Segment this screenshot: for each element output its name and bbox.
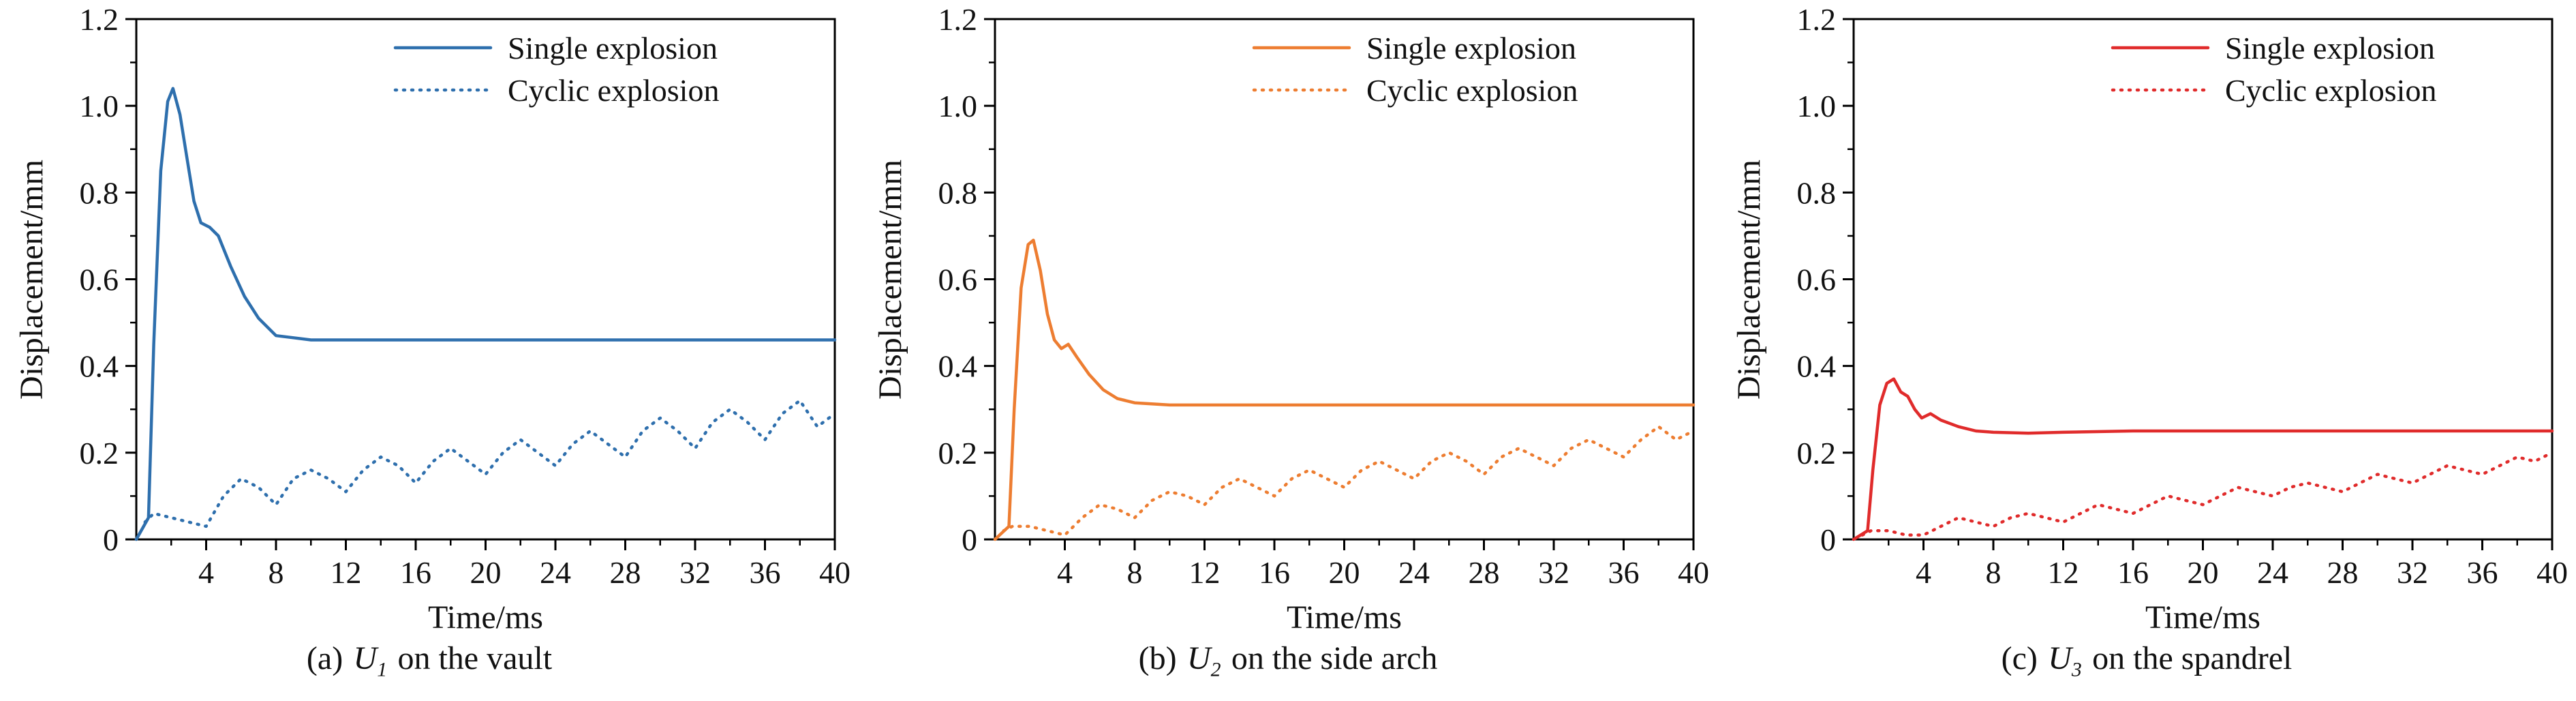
x-tick-label: 12 (2048, 555, 2079, 590)
y-tick-label: 0.8 (80, 175, 119, 210)
chart-spandrel-plot: 4 8 12 16 20 24 28 32 36 40 0 0.2 0.4 0.6 0.8 1.0 1.2 Dis… (1731, 4, 2568, 636)
x-tick-label: 4 (1916, 555, 1931, 590)
series-line-dotted (143, 399, 837, 528)
x-axis-label: Time/ms (1287, 599, 1402, 636)
legend-label: Single explosion (2225, 31, 2435, 65)
caption-index: (b) (1138, 640, 1177, 676)
legend-label: Single explosion (508, 31, 718, 65)
caption-symbol: U1 (353, 640, 388, 681)
x-tick-label: 20 (1329, 555, 1360, 590)
y-tick-label: 0.6 (1797, 263, 1837, 297)
x-tick-label: 12 (331, 555, 362, 590)
legend-label: Cyclic explosion (2225, 73, 2436, 108)
x-tick-label: 28 (610, 555, 641, 590)
caption-index: (a) (306, 640, 343, 676)
x-tick-label: 8 (269, 555, 284, 590)
x-tick-label: 20 (2188, 555, 2219, 590)
series-line-solid (1852, 377, 2554, 541)
x-tick-label: 16 (2117, 555, 2149, 590)
y-tick-label: 1.0 (938, 89, 978, 123)
x-axis-label: Time/ms (2145, 599, 2260, 636)
x-tick-label: 24 (1398, 555, 1430, 590)
chart-vault-caption: (a) U1 on the vault (307, 640, 552, 682)
chart-vault-figure: 4 8 12 16 20 24 28 32 36 40 0 0.2 0.4 0.6 0.8 1.0 1.2 Dis… (0, 4, 859, 682)
x-tick-label: 36 (750, 555, 781, 590)
chart-spandrel-caption: (c) U3 on the spandrel (2002, 640, 2293, 682)
caption-index: (c) (2001, 640, 2038, 676)
y-tick-label: 0 (962, 522, 977, 557)
y-tick-label: 0.2 (938, 436, 978, 471)
y-tick-label: 0.8 (1797, 175, 1837, 210)
x-tick-label: 28 (2327, 555, 2359, 590)
x-axis-label: Time/ms (428, 599, 543, 636)
x-tick-label: 36 (1608, 555, 1640, 590)
y-tick-label: 0.4 (938, 349, 978, 384)
y-tick-label: 0.6 (938, 263, 978, 297)
x-tick-label: 40 (1678, 555, 1709, 590)
x-tick-label: 40 (819, 555, 850, 590)
y-tick-label: 0.4 (1797, 349, 1837, 384)
x-tick-label: 16 (400, 555, 431, 590)
y-tick-label: 1.2 (1797, 4, 1837, 37)
series-line-solid (993, 239, 1696, 541)
chart-vault-plot: 4 8 12 16 20 24 28 32 36 40 0 0.2 0.4 0.6 0.8 1.0 1.2 Dis… (14, 4, 850, 636)
x-tick-label: 4 (1057, 555, 1073, 590)
x-tick-label: 24 (2257, 555, 2288, 590)
y-tick-label: 0 (1820, 522, 1836, 557)
caption-text: on the spandrel (2092, 640, 2293, 676)
x-tick-label: 32 (679, 555, 711, 590)
y-tick-label: 1.0 (1797, 89, 1837, 123)
y-axis-label: Displacement/mm (14, 160, 50, 400)
x-tick-label: 4 (198, 555, 214, 590)
x-tick-label: 20 (470, 555, 502, 590)
legend-label: Cyclic explosion (1366, 73, 1578, 108)
plot-box (1852, 18, 2554, 541)
chart-side-arch-caption: (b) U2 on the side arch (1139, 640, 1438, 682)
y-tick-label: 0.4 (80, 349, 119, 384)
x-tick-label: 36 (2467, 555, 2498, 590)
x-tick-label: 16 (1259, 555, 1290, 590)
legend-label: Cyclic explosion (508, 73, 719, 108)
figure-panel: 4 8 12 16 20 24 28 32 36 40 0 0.2 0.4 0.6 0.8 1.0 1.2 Dis… (0, 4, 2576, 682)
x-tick-label: 32 (1538, 555, 1569, 590)
x-tick-label: 28 (1469, 555, 1500, 590)
y-axis-label: Displacement/mm (872, 160, 908, 400)
x-tick-label: 8 (1127, 555, 1143, 590)
legend-label: Single explosion (1366, 31, 1576, 65)
plot-box (135, 18, 836, 541)
y-axis-label: Displacement/mm (1731, 160, 1767, 400)
x-tick-label: 40 (2536, 555, 2568, 590)
caption-text: on the side arch (1231, 640, 1438, 676)
y-tick-label: 0.2 (80, 436, 119, 471)
series-line-solid (134, 87, 837, 541)
chart-spandrel-figure: 4 8 12 16 20 24 28 32 36 40 0 0.2 0.4 0.6 0.8 1.0 1.2 Dis… (1717, 4, 2576, 682)
x-tick-label: 8 (1986, 555, 2002, 590)
series-line-dotted (1860, 451, 2554, 537)
plot-box (994, 18, 1695, 541)
chart-side-arch-figure: 4 8 12 16 20 24 28 32 36 40 0 0.2 0.4 0.6 0.8 1.0 1.2 Dis… (859, 4, 1717, 682)
y-tick-label: 0 (103, 522, 119, 557)
y-tick-label: 1.2 (80, 4, 119, 37)
y-tick-label: 1.2 (938, 4, 978, 37)
y-tick-label: 0.8 (938, 175, 978, 210)
caption-text: on the vault (397, 640, 553, 676)
caption-symbol: U2 (1186, 640, 1221, 681)
x-tick-label: 32 (2397, 555, 2428, 590)
y-tick-label: 1.0 (80, 89, 119, 123)
caption-symbol: U3 (2048, 640, 2082, 681)
x-tick-label: 12 (1189, 555, 1221, 590)
x-tick-label: 24 (540, 555, 571, 590)
y-tick-label: 0.2 (1797, 436, 1837, 471)
y-tick-label: 0.6 (80, 263, 119, 297)
series-line-dotted (1002, 425, 1696, 537)
chart-side-arch-plot: 4 8 12 16 20 24 28 32 36 40 0 0.2 0.4 0.6 0.8 1.0 1.2 Dis… (872, 4, 1709, 636)
